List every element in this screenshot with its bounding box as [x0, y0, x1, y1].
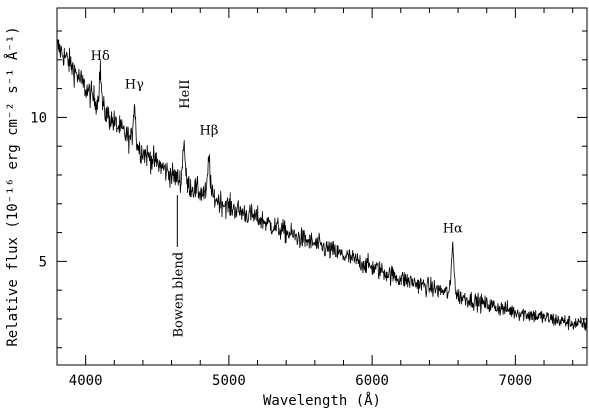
- line-label: Hγ: [125, 78, 144, 93]
- y-tick-label: 5: [39, 254, 47, 270]
- line-label: HeII: [178, 79, 193, 108]
- plot-frame: [56, 7, 588, 366]
- x-tick-label: 7000: [499, 373, 533, 389]
- y-tick-label: 10: [30, 110, 47, 126]
- line-label: Hδ: [91, 49, 110, 64]
- x-axis-label: Wavelength (Å): [263, 392, 381, 409]
- y-axis-label: Relative flux (10⁻¹⁶ erg cm⁻² s⁻¹ Å⁻¹): [4, 26, 21, 346]
- tick-labels: 4000 5000 6000 7000 5 10: [30, 110, 532, 389]
- line-label: Hβ: [200, 124, 219, 139]
- x-tick-label: 5000: [212, 373, 246, 389]
- axes-frame: [56, 7, 588, 366]
- bowen-blend-label: Bowen blend: [171, 252, 186, 338]
- ticks: [56, 8, 587, 365]
- annotations: Hδ Hγ HeII Hβ Hα Bowen blend: [91, 49, 463, 338]
- spectrum-line: [56, 38, 588, 331]
- spectrum-series: [56, 38, 588, 331]
- x-tick-label: 4000: [69, 373, 103, 389]
- line-label: Hα: [443, 222, 463, 237]
- x-tick-label: 6000: [355, 373, 389, 389]
